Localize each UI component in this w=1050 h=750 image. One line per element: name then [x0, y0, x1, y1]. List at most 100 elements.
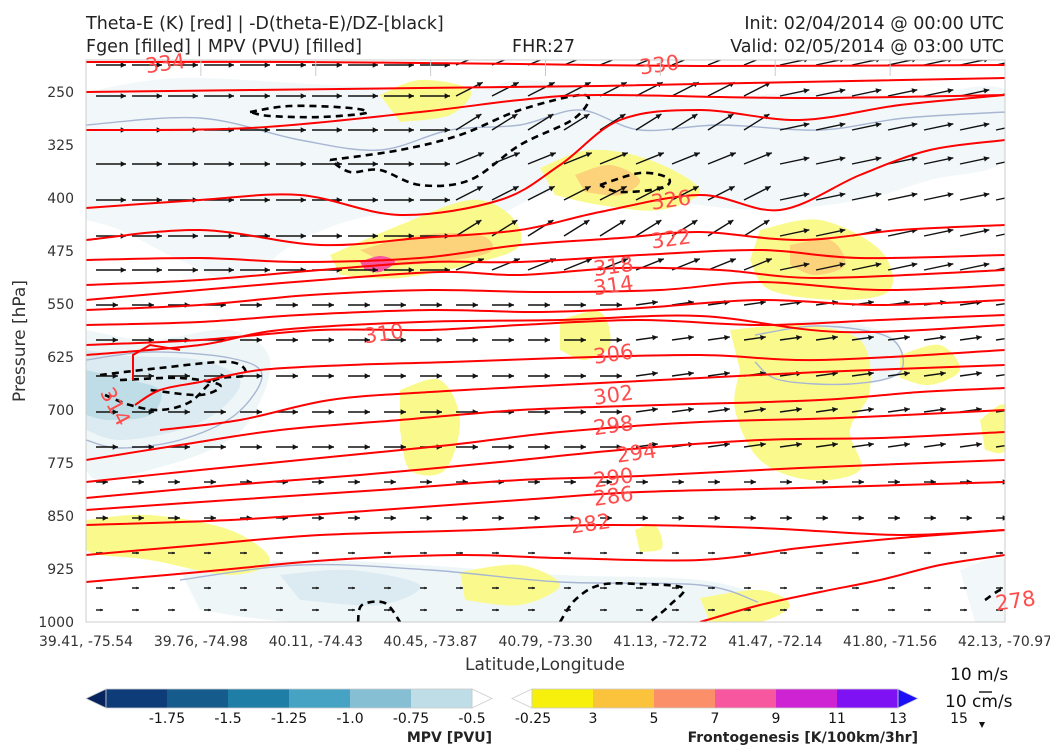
wind-vector-head [544, 373, 550, 379]
y-tick-label: 550 [47, 297, 74, 313]
wind-vector-head [692, 186, 699, 192]
wind-vector-head [148, 337, 154, 343]
wind-vector-head [508, 337, 514, 343]
theta-e-line [86, 224, 1005, 264]
wind-vector-head [1012, 407, 1018, 412]
wind-vector-head [548, 82, 555, 88]
wind-vector-head [172, 608, 175, 612]
wind-vector-head [547, 220, 554, 226]
wind-vector-head [444, 127, 450, 133]
wind-vector-head [822, 479, 828, 485]
wind-vector-head [622, 53, 628, 58]
wind-vector-head [947, 122, 954, 128]
wind-vector [887, 60, 916, 66]
wind-vector-head [875, 156, 882, 162]
wind-vector-head [616, 409, 622, 415]
wind-vector [995, 62, 1005, 66]
wind-vector-head [964, 608, 967, 612]
wind-vector-head [656, 186, 663, 192]
wind-vector-head [475, 114, 482, 120]
wind-vector-head [1020, 192, 1026, 197]
wind-vector-head [584, 186, 591, 192]
wind-vector-head [390, 479, 396, 485]
wind-vector-head [584, 82, 591, 88]
mpv-colorbar: -1.75 -1.5 -1.25 -1.0 -0.75 -0.5 -0.25 [85, 688, 551, 727]
valid-time: Valid: 02/05/2014 @ 03:00 UTC [730, 37, 1004, 57]
theta-e-line [86, 139, 1005, 247]
wind-vector-head [408, 197, 414, 203]
mpv-contour-line [754, 325, 904, 386]
wind-vector-head [550, 53, 556, 58]
x-tick-label: 40.11, -74.43 [269, 634, 363, 650]
wind-vector-head [729, 258, 736, 264]
theta-e-contours [86, 60, 1005, 622]
wind-vector-head [983, 88, 990, 94]
theta-e-line [86, 529, 1005, 583]
wind-vector-head [264, 127, 270, 133]
wind-vector-head [832, 335, 838, 341]
wind-vector-head [547, 114, 554, 120]
wind-vector-head [760, 407, 766, 413]
wind-vector-head [1020, 228, 1026, 233]
wind-vector-head [640, 551, 643, 555]
wind-vector-head [372, 93, 378, 99]
wind-vector-head [138, 515, 144, 521]
wind-vector-head [911, 122, 918, 128]
colorbar-tick: -0.25 [515, 711, 551, 727]
wind-vector [959, 60, 988, 66]
wind-vector-head [156, 233, 162, 239]
wind-vector-head [400, 337, 406, 343]
wind-vector-head [940, 335, 946, 341]
wind-vector-head [136, 608, 139, 612]
colorbar-frame [531, 688, 899, 709]
title-line-1: Theta-E (K) [red] | -D(theta-E)/DZ-[blac… [86, 14, 444, 34]
wind-vector-head [784, 586, 787, 590]
wind-vector-head [786, 515, 792, 521]
wind-vector [995, 197, 1005, 201]
colorbar-tick: 15 [950, 711, 968, 727]
y-axis-label: Pressure [hPa] [10, 280, 30, 402]
wind-vector-head [1000, 551, 1003, 555]
theta-e-label: 282 [569, 509, 612, 538]
wind-vector-head [839, 88, 846, 94]
wind-vector-head [208, 551, 211, 555]
theta-e-label: 286 [592, 482, 635, 511]
wind-vector-head [796, 442, 802, 448]
wind-vector-head [336, 93, 342, 99]
wind-vector-head [120, 93, 126, 99]
wind-vector-head [652, 407, 658, 413]
x-axis-label: Latitude,Longitude [465, 655, 625, 675]
wind-vector-head [112, 337, 118, 343]
wind-vector-head [693, 258, 700, 264]
wind-vector-head [822, 515, 828, 521]
wind-vector-head [328, 302, 334, 308]
wind-vector-head [616, 373, 622, 379]
wind-vector-head [724, 442, 730, 448]
wind-vector-head [264, 161, 270, 167]
wind-vector-head [300, 62, 306, 68]
colorbar-swatch [289, 689, 351, 708]
colorbar-swatch [411, 689, 473, 708]
wind-vector [995, 303, 1005, 306]
wind-vector-head [760, 442, 766, 448]
dthetae-dz-contours [99, 93, 1005, 622]
wind-vector-head [983, 156, 990, 162]
wind-vector-head [688, 371, 694, 377]
wind-vector [599, 60, 615, 66]
wind-vector-head [372, 267, 378, 273]
wind-vector-head [803, 156, 810, 162]
wind-vector-head [184, 373, 190, 379]
wind-vector-head [138, 479, 144, 485]
wind-vector-head [300, 161, 306, 167]
wind-vector-head [657, 152, 664, 158]
colorbar-swatch [715, 689, 777, 708]
wind-vector-head [1020, 262, 1026, 267]
wind-vector-head [444, 161, 450, 167]
wind-vector-head [244, 586, 247, 590]
colorbar-swatch [837, 689, 899, 708]
wind-vector-head [496, 551, 499, 555]
x-tick-label: 41.13, -72.72 [613, 634, 707, 650]
y-tick-label: 400 [47, 191, 74, 207]
wind-vector-head [512, 186, 519, 192]
theta-e-line [86, 93, 1005, 132]
